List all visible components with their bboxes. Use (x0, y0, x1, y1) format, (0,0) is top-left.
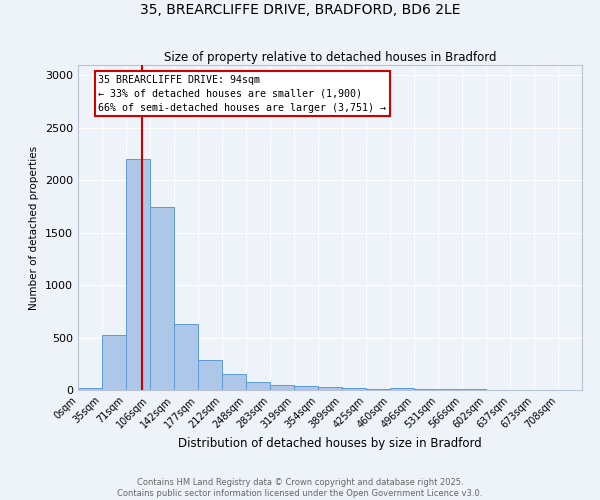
Bar (294, 386, 318, 390)
Bar (222, 374, 246, 390)
Bar (150, 206, 174, 390)
Bar (198, 360, 222, 390)
Text: Contains HM Land Registry data © Crown copyright and database right 2025.
Contai: Contains HM Land Registry data © Crown c… (118, 478, 482, 498)
X-axis label: Distribution of detached houses by size in Bradford: Distribution of detached houses by size … (178, 436, 482, 450)
Y-axis label: Number of detached properties: Number of detached properties (29, 146, 40, 310)
Text: 35, BREARCLIFFE DRIVE, BRADFORD, BD6 2LE: 35, BREARCLIFFE DRIVE, BRADFORD, BD6 2LE (140, 2, 460, 16)
Text: 35 BREARCLIFFE DRIVE: 94sqm
← 33% of detached houses are smaller (1,900)
66% of : 35 BREARCLIFFE DRIVE: 94sqm ← 33% of det… (98, 74, 386, 113)
Bar (174, 324, 198, 390)
Bar (102, 336, 126, 390)
Bar (318, 387, 342, 390)
Bar (342, 388, 366, 390)
Bar (246, 382, 270, 390)
Bar (390, 388, 414, 390)
Title: Size of property relative to detached houses in Bradford: Size of property relative to detached ho… (164, 51, 496, 64)
Bar (270, 385, 294, 390)
Bar (78, 388, 102, 390)
Bar (366, 389, 390, 390)
Bar (126, 160, 150, 390)
